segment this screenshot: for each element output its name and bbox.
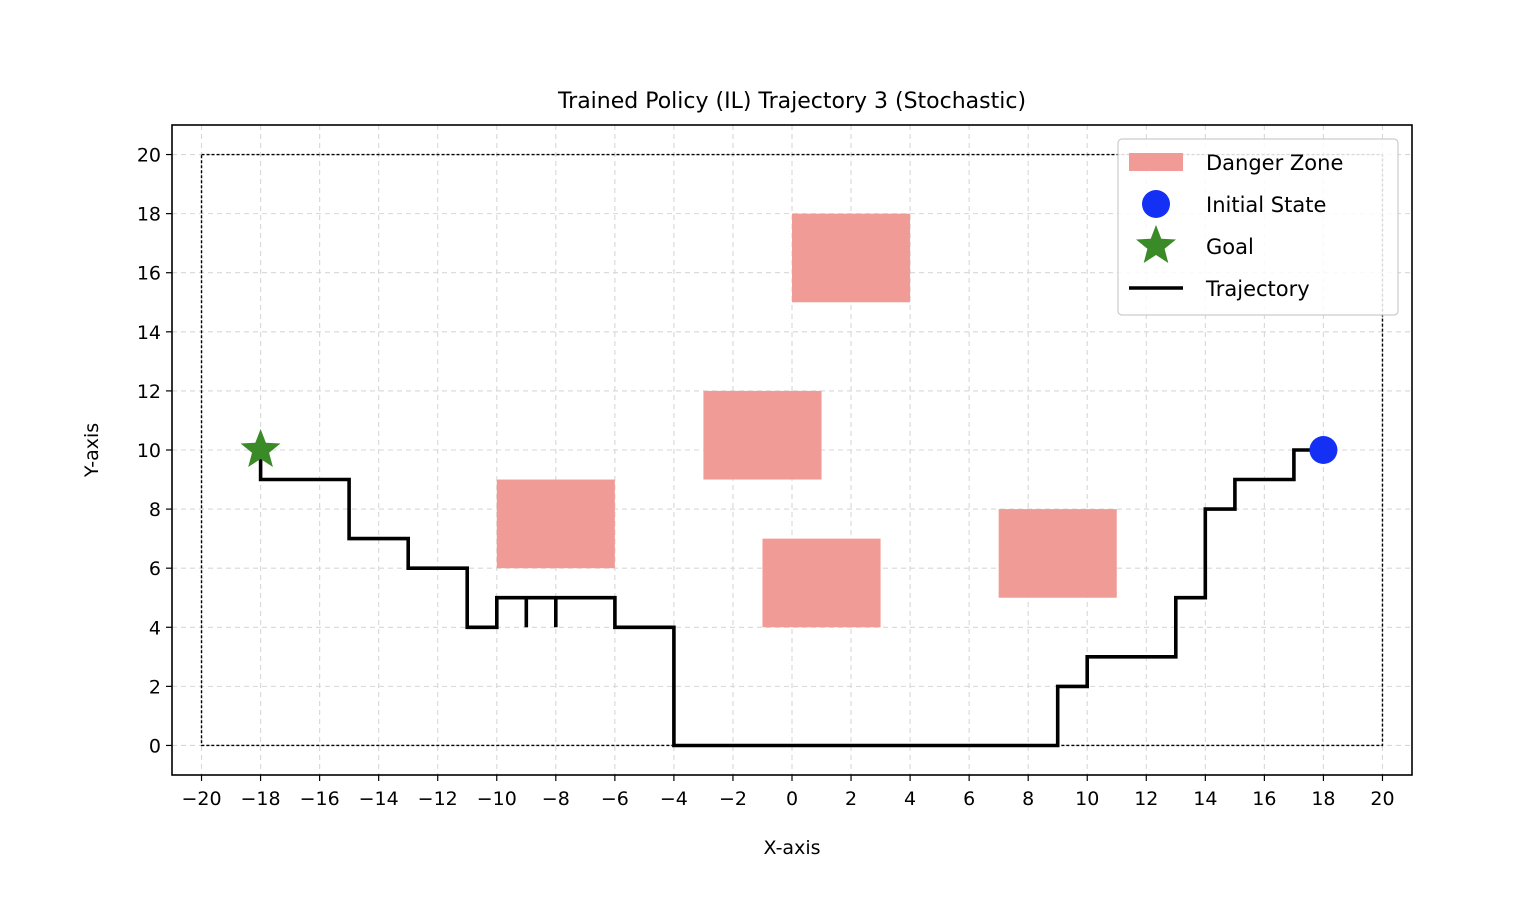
danger-zone — [496, 479, 615, 569]
chart-title: Trained Policy (IL) Trajectory 3 (Stocha… — [557, 89, 1026, 114]
x-tick-label: −18 — [241, 788, 281, 810]
y-tick-label: 0 — [149, 735, 161, 757]
initial-state-marker — [1309, 436, 1338, 464]
x-tick-label: 6 — [963, 788, 975, 810]
x-tick-label: 8 — [1022, 788, 1034, 810]
legend: Danger Zone Initial State Goal Trajectory — [1117, 138, 1399, 316]
danger-zone — [998, 509, 1117, 598]
x-tick-label: 14 — [1193, 788, 1217, 810]
y-ticks: 0 2 4 6 8 10 12 14 16 18 20 — [137, 145, 172, 757]
y-tick-label: 4 — [149, 617, 161, 639]
x-tick-label: 18 — [1311, 788, 1335, 810]
x-tick-label: 2 — [845, 788, 857, 810]
legend-label: Initial State — [1206, 193, 1326, 217]
y-tick-label: 16 — [137, 263, 161, 285]
danger-zone — [792, 213, 911, 303]
legend-danger-zone-swatch — [1129, 153, 1183, 171]
y-tick-label: 6 — [149, 558, 161, 580]
x-tick-label: −16 — [300, 788, 340, 810]
x-tick-label: −8 — [542, 788, 570, 810]
x-tick-label: 16 — [1252, 788, 1276, 810]
legend-box — [1117, 138, 1399, 316]
x-tick-label: −4 — [660, 788, 688, 810]
x-tick-label: −20 — [181, 788, 221, 810]
x-axis-label: X-axis — [764, 837, 821, 859]
x-tick-label: 0 — [786, 788, 798, 810]
y-tick-label: 2 — [149, 676, 161, 698]
y-tick-label: 12 — [137, 381, 161, 403]
x-ticks: −20 −18 −16 −14 −12 −10 −8 −6 −4 −2 0 2 4 6 8 10 12 14 16 1… — [181, 775, 1395, 810]
y-tick-label: 18 — [137, 204, 161, 226]
y-tick-label: 14 — [137, 322, 161, 344]
x-tick-label: −6 — [601, 788, 629, 810]
legend-goal-swatch — [1136, 225, 1176, 263]
danger-zone — [762, 538, 881, 628]
x-tick-label: −2 — [719, 788, 747, 810]
y-tick-label: 8 — [149, 499, 161, 521]
x-tick-label: 20 — [1370, 788, 1394, 810]
legend-label: Goal — [1206, 235, 1254, 259]
x-tick-label: −10 — [477, 788, 517, 810]
y-tick-label: 20 — [137, 145, 161, 167]
danger-zones — [496, 213, 1117, 628]
markers — [240, 429, 1338, 467]
x-tick-label: 4 — [904, 788, 916, 810]
goal-star-marker — [240, 429, 281, 467]
x-tick-label: 12 — [1134, 788, 1158, 810]
legend-label: Trajectory — [1205, 277, 1310, 301]
trajectory-layer — [258, 448, 1324, 748]
x-tick-label: −12 — [418, 788, 458, 810]
y-tick-label: 10 — [137, 440, 161, 462]
x-tick-label: −14 — [359, 788, 399, 810]
danger-zone — [703, 390, 822, 480]
x-tick-label: 10 — [1075, 788, 1099, 810]
trajectory-line — [258, 448, 1324, 748]
legend-initial-state-swatch — [1142, 190, 1170, 218]
legend-label: Danger Zone — [1206, 151, 1343, 175]
y-axis-label: Y-axis — [81, 423, 103, 478]
